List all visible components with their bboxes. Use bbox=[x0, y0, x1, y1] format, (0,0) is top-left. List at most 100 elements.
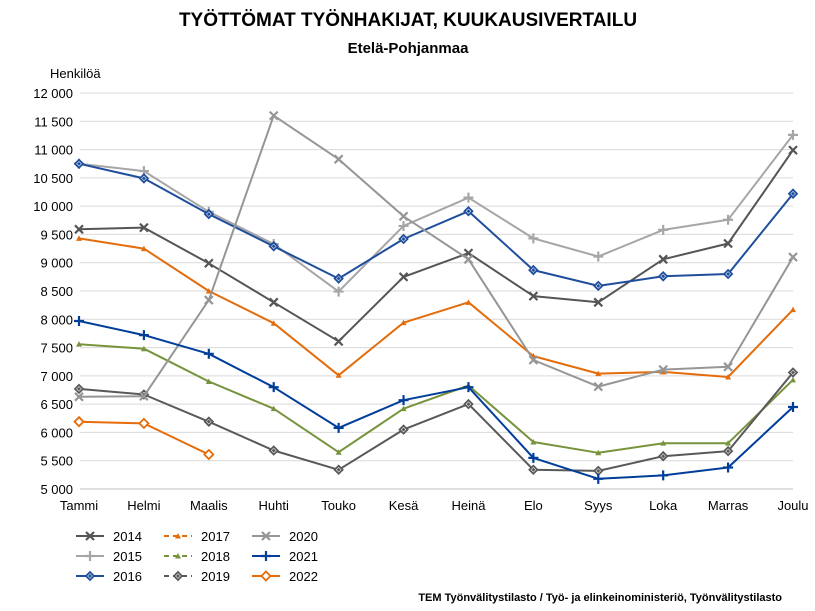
chart-subtitle: Etelä-Pohjanmaa bbox=[348, 40, 470, 57]
diamond-marker-core bbox=[661, 274, 666, 279]
diamond-marker-core bbox=[596, 283, 601, 288]
plus-marker bbox=[261, 551, 271, 561]
diamond-marker-core bbox=[726, 272, 731, 277]
x-marker bbox=[85, 531, 95, 541]
x-marker bbox=[204, 295, 214, 305]
diamond-marker-core bbox=[401, 427, 406, 432]
y-tick-label: 12 000 bbox=[33, 86, 73, 101]
series-line-2020 bbox=[78, 114, 794, 398]
y-tick-label: 8 000 bbox=[40, 312, 73, 327]
legend-item-2014: 2014 bbox=[76, 529, 142, 544]
legend-item-2016: 2016 bbox=[76, 569, 142, 584]
x-tick-label: Tammi bbox=[60, 498, 98, 513]
series-2020 bbox=[74, 110, 798, 402]
legend-label: 2016 bbox=[113, 569, 142, 584]
x-marker bbox=[268, 110, 279, 121]
chart-title: TYÖTTÖMAT TYÖNHAKIJAT, KUUKAUSIVERTAILU bbox=[179, 10, 637, 31]
y-tick-label: 5 000 bbox=[40, 482, 73, 497]
plus-marker bbox=[463, 192, 474, 203]
series-line-2021 bbox=[78, 320, 794, 480]
source-note: TEM Työnvälitystilasto / Työ- ja elinkei… bbox=[418, 592, 782, 604]
x-marker bbox=[74, 224, 84, 235]
x-marker bbox=[723, 238, 733, 249]
x-marker bbox=[723, 362, 733, 372]
y-tick-label: 9 000 bbox=[40, 256, 73, 271]
diamond-marker-core bbox=[726, 449, 731, 454]
triangle-marker bbox=[595, 449, 602, 456]
diamond-marker-core bbox=[206, 212, 211, 217]
legend-item-2019: 2019 bbox=[164, 569, 230, 584]
series-2019 bbox=[73, 367, 799, 477]
plus-marker bbox=[138, 330, 149, 341]
triangle-marker bbox=[790, 376, 796, 383]
x-marker bbox=[528, 355, 539, 365]
legend-item-2017: 2017 bbox=[164, 529, 230, 544]
gridlines bbox=[80, 92, 793, 490]
diamond-marker-core bbox=[271, 448, 276, 453]
triangle-marker bbox=[270, 405, 277, 412]
x-tick-label: Kesä bbox=[389, 498, 419, 513]
triangle-marker bbox=[140, 245, 147, 252]
plus-marker bbox=[723, 214, 734, 225]
diamond-marker-core bbox=[791, 370, 795, 375]
series-2018 bbox=[76, 341, 796, 456]
triangle-marker bbox=[465, 299, 472, 305]
x-tick-label: Loka bbox=[649, 498, 678, 513]
x-tick-label: Touko bbox=[321, 498, 356, 513]
plus-marker bbox=[333, 422, 344, 433]
plus-marker bbox=[593, 251, 604, 262]
series-2022 bbox=[73, 415, 215, 461]
plus-marker bbox=[74, 315, 84, 326]
triangle-marker bbox=[790, 306, 796, 313]
open-diamond-marker bbox=[138, 417, 150, 430]
diamond-marker-core bbox=[466, 402, 471, 407]
triangle-marker bbox=[140, 345, 147, 352]
x-marker bbox=[139, 222, 149, 233]
y-tick-label: 10 500 bbox=[33, 171, 73, 186]
triangle-marker bbox=[175, 553, 181, 559]
x-tick-label: Heinä bbox=[451, 498, 486, 513]
plus-marker bbox=[203, 348, 214, 359]
y-tick-label: 10 000 bbox=[33, 199, 73, 214]
y-tick-label: 5 500 bbox=[40, 454, 73, 469]
series-line-2015 bbox=[78, 134, 794, 293]
legend-item-2021: 2021 bbox=[252, 549, 318, 564]
x-tick-label: Maalis bbox=[190, 498, 228, 513]
y-axis-label: Henkilöä bbox=[50, 66, 101, 81]
x-marker bbox=[268, 297, 279, 308]
legend-label: 2019 bbox=[201, 569, 230, 584]
triangle-marker bbox=[205, 288, 212, 294]
plus-marker bbox=[593, 473, 604, 484]
open-diamond-marker bbox=[260, 570, 272, 582]
legend-label: 2018 bbox=[201, 549, 230, 564]
y-tick-label: 6 500 bbox=[40, 397, 73, 412]
x-marker bbox=[528, 291, 539, 301]
x-tick-label: Helmi bbox=[127, 498, 160, 513]
x-marker bbox=[398, 211, 409, 222]
plus-marker bbox=[85, 551, 95, 561]
x-marker bbox=[261, 531, 271, 541]
diamond-marker-core bbox=[77, 386, 81, 391]
legend-item-2022: 2022 bbox=[252, 569, 318, 584]
series-line-2016 bbox=[78, 162, 794, 287]
triangle-marker bbox=[76, 235, 82, 241]
triangle-marker bbox=[335, 372, 342, 378]
legend-label: 2022 bbox=[289, 569, 318, 584]
diamond-marker-core bbox=[661, 454, 666, 459]
legend-label: 2017 bbox=[201, 529, 230, 544]
triangle-marker bbox=[400, 405, 407, 412]
triangle-marker bbox=[725, 440, 732, 446]
series-line-2018 bbox=[78, 343, 794, 454]
y-tick-label: 9 500 bbox=[40, 227, 73, 242]
x-tick-label: Huhti bbox=[259, 498, 289, 513]
x-marker bbox=[593, 381, 604, 392]
x-marker bbox=[788, 145, 798, 155]
diamond-marker-core bbox=[336, 467, 341, 472]
x-axis-ticks: Tammi Helmi Maalis Huhti Touko Kesä Heinä Elo Sy… bbox=[60, 498, 809, 513]
x-tick-label: Joulu bbox=[777, 498, 808, 513]
plus-marker bbox=[723, 462, 734, 473]
triangle-marker bbox=[175, 533, 181, 539]
plus-marker bbox=[398, 220, 409, 231]
x-marker bbox=[204, 258, 214, 269]
diamond-marker-core bbox=[466, 209, 471, 214]
